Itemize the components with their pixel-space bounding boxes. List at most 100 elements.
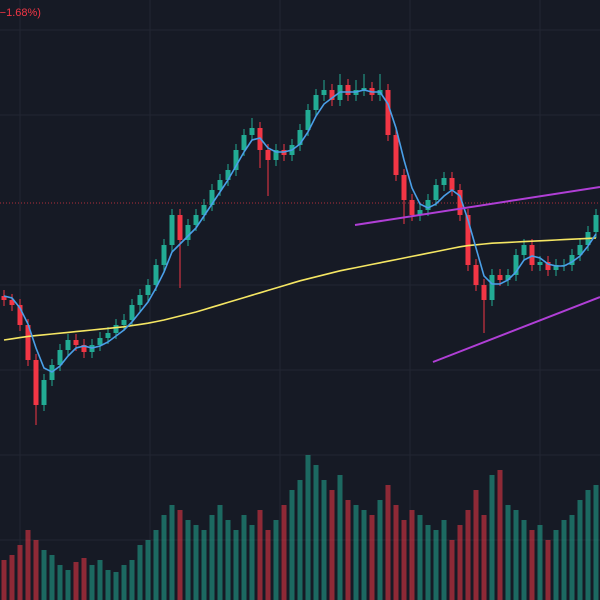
volume-bar — [73, 562, 79, 600]
volume-bar — [81, 558, 87, 600]
volume-bar — [1, 560, 7, 600]
volume-bar — [505, 505, 511, 600]
candle-body — [305, 110, 311, 130]
volume-bar — [137, 545, 143, 600]
volume-pane — [1, 455, 599, 600]
volume-bar — [345, 500, 351, 600]
candle-body — [265, 150, 271, 160]
volume-bar — [121, 565, 127, 600]
volume-bar — [113, 572, 119, 600]
ma-line — [3, 237, 597, 341]
moving-averages — [3, 89, 597, 373]
volume-bar — [361, 510, 367, 600]
volume-bar — [337, 475, 343, 600]
volume-bar — [233, 530, 239, 600]
candle-body — [41, 380, 47, 405]
candle-body — [129, 305, 135, 320]
candle-body — [57, 350, 63, 365]
candle-body — [433, 185, 439, 200]
candle-body — [489, 275, 495, 300]
candle-body — [449, 178, 455, 190]
volume-bar — [185, 520, 191, 600]
volume-bar — [145, 540, 151, 600]
candle-body — [273, 150, 279, 160]
candle-body — [81, 345, 87, 352]
candle-body — [121, 320, 127, 325]
volume-bar — [33, 540, 39, 600]
volume-bar — [281, 505, 287, 600]
candle-body — [425, 200, 431, 210]
candle-body — [521, 245, 527, 255]
candle-body — [313, 95, 319, 110]
volume-bar — [129, 560, 135, 600]
candle-body — [233, 150, 239, 170]
candle-body — [33, 360, 39, 405]
candle-body — [569, 255, 575, 265]
volume-bar — [553, 530, 559, 600]
candle-body — [153, 265, 159, 285]
volume-bar — [289, 490, 295, 600]
candle-body — [105, 333, 111, 338]
candle-body — [329, 90, 335, 100]
candle-body — [513, 255, 519, 275]
candle-body — [553, 265, 559, 270]
volume-bar — [593, 485, 599, 600]
volume-bar — [393, 505, 399, 600]
volume-bar — [201, 530, 207, 600]
candle-body — [345, 85, 351, 95]
candle-body — [361, 88, 367, 90]
candle-body — [473, 265, 479, 285]
change-label: (−1.68%) — [0, 7, 41, 19]
volume-bar — [9, 555, 15, 600]
candle-body — [209, 190, 215, 205]
candle-body — [529, 245, 535, 265]
volume-bar — [65, 570, 71, 600]
volume-bar — [25, 530, 31, 600]
volume-bar — [169, 505, 175, 600]
candle-body — [193, 215, 199, 225]
candle-body — [401, 175, 407, 200]
volume-bar — [249, 525, 255, 600]
candle-body — [65, 340, 71, 350]
candle-body — [441, 178, 447, 185]
candle-body — [537, 262, 543, 265]
candle-body — [9, 300, 15, 305]
candle-body — [321, 90, 327, 95]
volume-bar — [305, 455, 311, 600]
candle-body — [241, 135, 247, 150]
candle-body — [297, 130, 303, 145]
candle-body — [457, 190, 463, 215]
candle-body — [497, 275, 503, 280]
volume-bar — [465, 510, 471, 600]
volume-bar — [433, 530, 439, 600]
volume-bar — [225, 520, 231, 600]
candle-body — [201, 205, 207, 215]
volume-bar — [193, 525, 199, 600]
candle-body — [225, 170, 231, 180]
volume-bar — [89, 565, 95, 600]
candle-body — [169, 215, 175, 245]
volume-bar — [457, 525, 463, 600]
volume-bar — [497, 470, 503, 600]
volume-bar — [529, 530, 535, 600]
volume-bar — [513, 510, 519, 600]
candle-body — [145, 285, 151, 295]
candle-body — [25, 325, 31, 360]
candle-body — [409, 200, 415, 215]
candle-body — [17, 305, 23, 325]
volume-bar — [585, 490, 591, 600]
volume-bar — [377, 500, 383, 600]
volume-bar — [481, 515, 487, 600]
candle-body — [177, 215, 183, 240]
candle-body — [385, 90, 391, 135]
volume-bar — [449, 540, 455, 600]
candle-body — [417, 210, 423, 215]
volume-bar — [329, 490, 335, 600]
candle-body — [73, 340, 79, 345]
candle-body — [577, 245, 583, 255]
volume-bar — [521, 520, 527, 600]
candle-body — [465, 215, 471, 265]
trend-line — [354, 186, 600, 226]
